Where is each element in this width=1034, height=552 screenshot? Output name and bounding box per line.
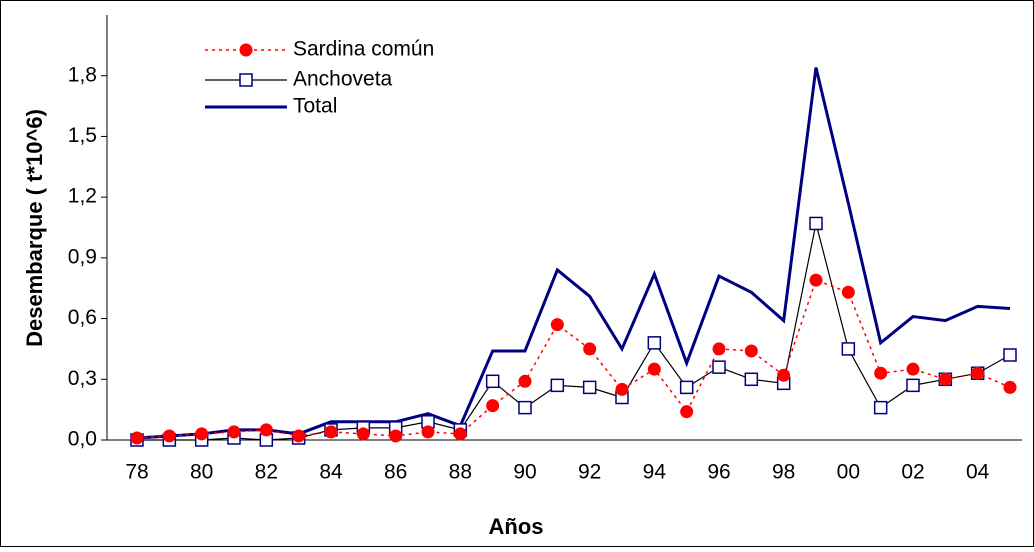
x-tick-label: 98	[772, 461, 795, 484]
x-tick-label: 88	[449, 461, 472, 484]
point	[874, 366, 888, 380]
point	[680, 405, 694, 419]
y-axis-label: Desembarque ( t*10^6)	[22, 109, 47, 347]
x-tick-label: 00	[837, 461, 860, 484]
point	[356, 427, 370, 441]
x-tick-label: 84	[319, 461, 343, 484]
point	[906, 378, 920, 393]
point	[679, 380, 694, 395]
series-line	[136, 67, 1011, 440]
point	[292, 429, 306, 443]
y-tick-label: 0,0	[68, 428, 97, 451]
point	[162, 429, 176, 443]
x-tick-label: 94	[643, 461, 667, 484]
y-tick-label: 0,6	[68, 306, 97, 329]
x-tick-label: 90	[513, 461, 536, 484]
point	[1003, 348, 1017, 362]
point	[518, 374, 532, 388]
legend-label: Sardina común	[293, 38, 434, 61]
point	[615, 382, 629, 396]
point	[324, 425, 338, 439]
x-tick-label: 86	[384, 461, 407, 484]
y-tick-label: 0,9	[68, 245, 97, 268]
point	[1003, 380, 1017, 394]
y-tick-label: 1,8	[68, 63, 97, 86]
x-tick-label: 82	[255, 461, 278, 484]
point	[518, 400, 532, 415]
point	[227, 425, 241, 439]
point	[873, 400, 888, 415]
point	[195, 427, 209, 441]
x-axis-label: Años	[489, 514, 544, 539]
x-tick-label: 02	[901, 461, 924, 484]
point	[841, 342, 856, 356]
legend-marker	[239, 73, 253, 87]
point	[486, 399, 500, 413]
point	[938, 372, 952, 386]
x-tick-label: 04	[966, 461, 990, 484]
series-line	[137, 223, 1011, 441]
point	[744, 372, 759, 387]
point	[421, 425, 435, 439]
point	[744, 344, 758, 358]
point	[971, 366, 985, 380]
y-tick-label: 1,5	[68, 124, 97, 147]
point	[582, 380, 597, 395]
y-tick-label: 1,2	[68, 185, 97, 208]
point	[130, 431, 144, 445]
x-tick-label: 80	[190, 461, 213, 484]
point	[647, 362, 661, 376]
point	[550, 378, 565, 393]
point	[647, 336, 662, 350]
legend-label: Total	[293, 95, 337, 118]
x-tick-label: 78	[125, 461, 148, 484]
point	[259, 423, 273, 437]
point	[809, 273, 823, 287]
x-tick-label: 92	[578, 461, 601, 484]
point	[485, 374, 500, 389]
point	[453, 427, 467, 441]
x-tick-label: 96	[707, 461, 730, 484]
point	[841, 285, 855, 299]
y-tick-label: 0,3	[68, 367, 97, 390]
point	[809, 216, 823, 231]
point	[712, 342, 726, 356]
point	[777, 368, 791, 382]
point	[712, 360, 726, 374]
point	[389, 429, 403, 443]
point	[550, 318, 564, 332]
legend-marker	[239, 43, 253, 57]
point	[583, 342, 597, 356]
legend-label: Anchoveta	[293, 68, 393, 91]
point	[906, 362, 920, 376]
